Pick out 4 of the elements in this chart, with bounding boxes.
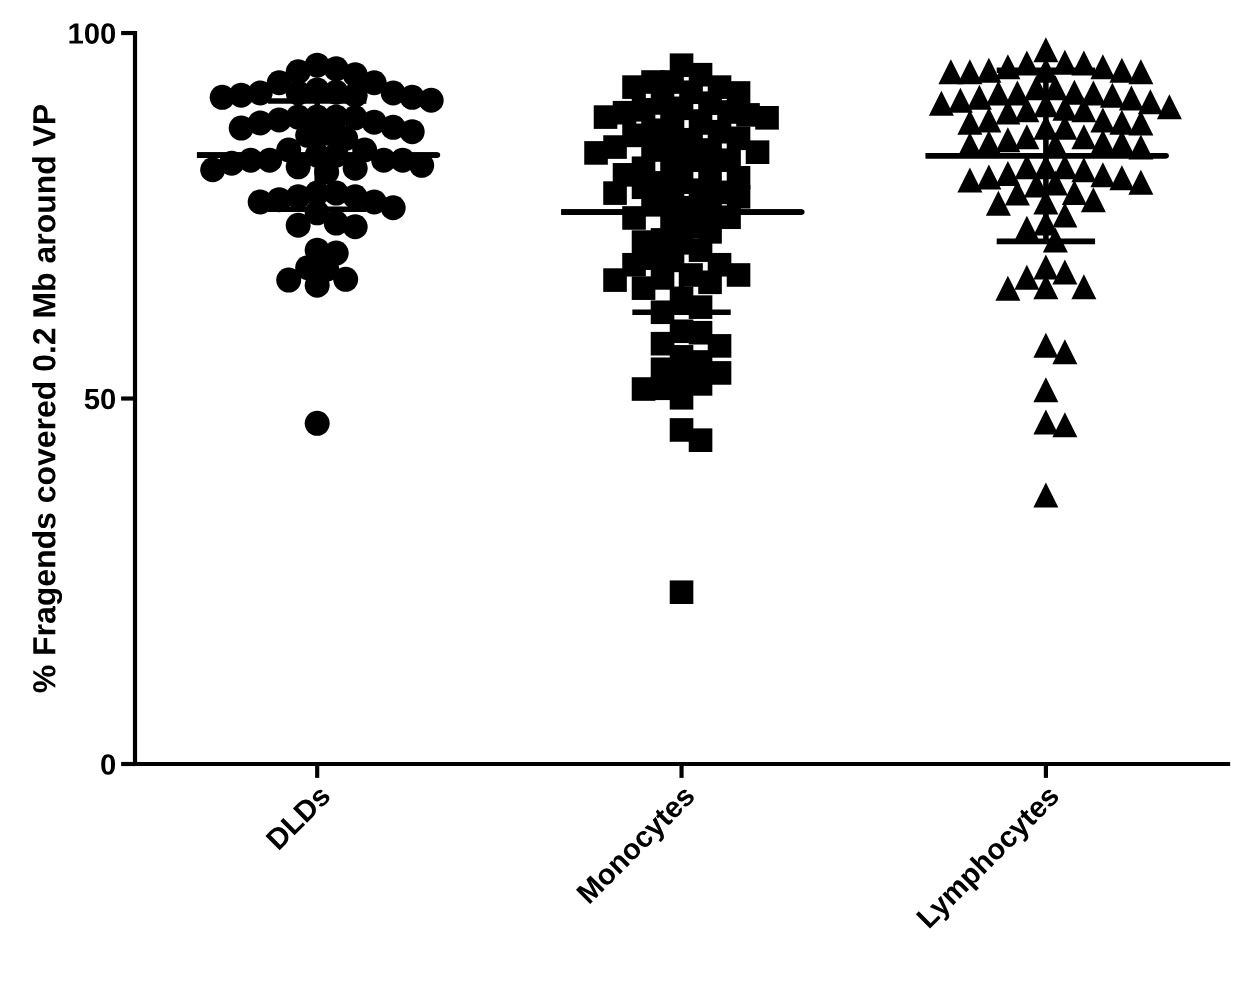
y-tick-label: 0 (101, 754, 116, 775)
y-tick-label: 50 (84, 388, 116, 410)
y-axis-title: % Fragends covered 0.2 Mb around VP (32, 104, 63, 693)
y-tick-label: 100 (69, 23, 116, 44)
